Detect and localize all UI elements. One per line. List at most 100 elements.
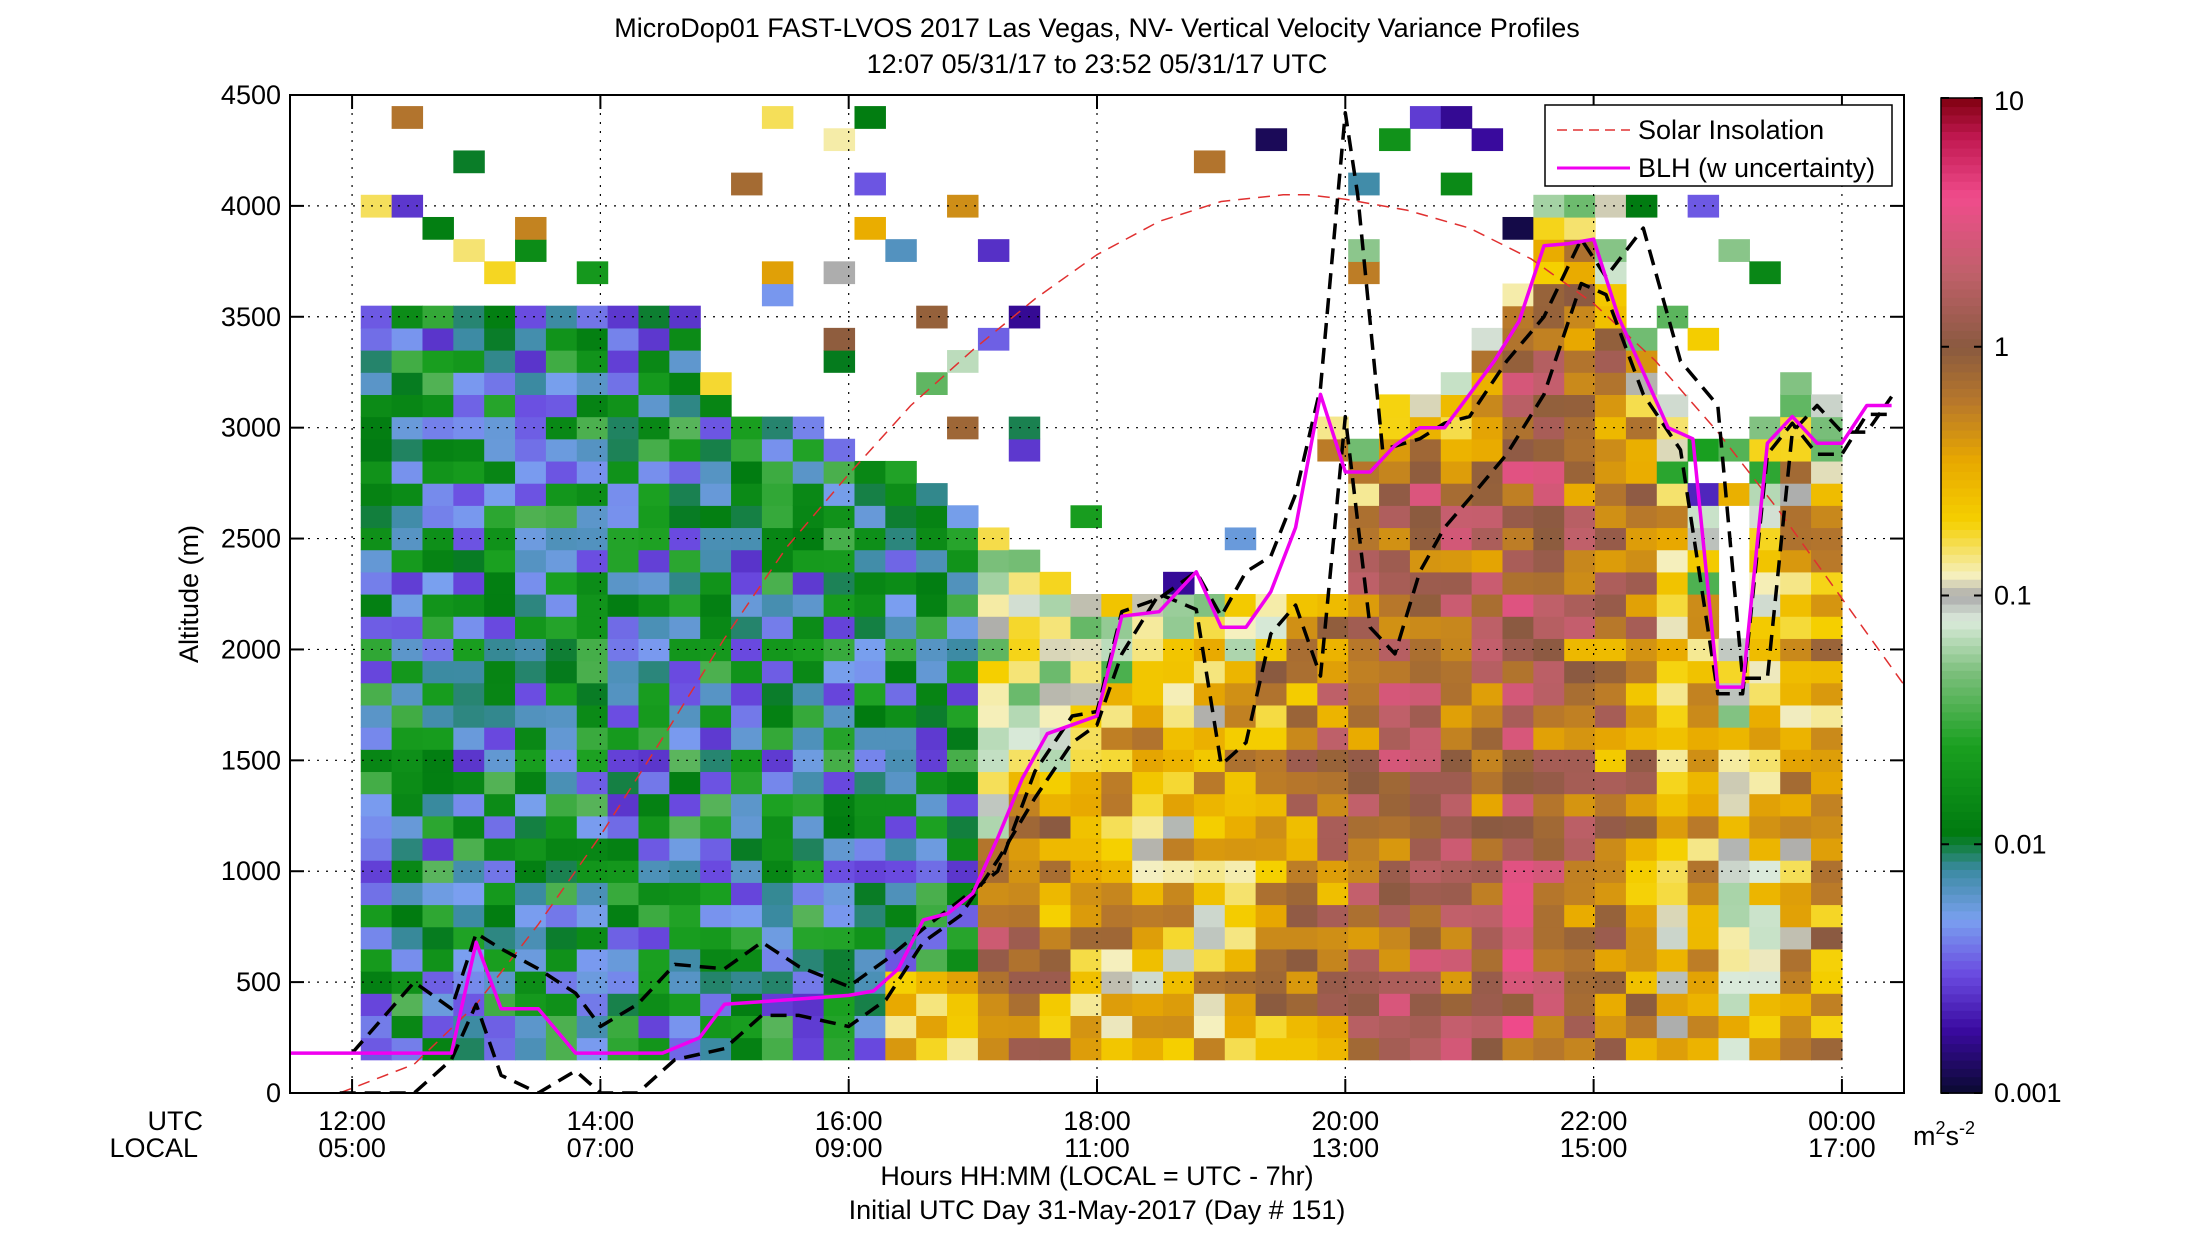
heatmap-cell — [1625, 793, 1658, 817]
heatmap-cell — [1595, 438, 1627, 462]
colorbar-segment — [1941, 1076, 1982, 1086]
heatmap-cell — [1193, 771, 1226, 795]
heatmap-cell — [1811, 616, 1843, 639]
heatmap-cell — [1718, 239, 1750, 262]
heatmap-cell — [1687, 1037, 1720, 1061]
colorbar-segment — [1941, 753, 1982, 763]
heatmap-cell — [484, 571, 516, 595]
heatmap-cell — [576, 926, 609, 950]
colorbar-segment — [1941, 595, 1982, 605]
heatmap-cell — [1286, 860, 1318, 883]
heatmap-cell — [1008, 993, 1041, 1016]
heatmap-cell — [1564, 860, 1596, 883]
heatmap-cell — [638, 948, 670, 972]
heatmap-cell — [669, 749, 701, 773]
heatmap-cell — [607, 904, 640, 928]
heatmap-cell — [1070, 727, 1102, 750]
heatmap-cell — [1379, 460, 1411, 484]
heatmap-cell — [731, 749, 763, 773]
heatmap-cell — [1749, 904, 1781, 928]
colorbar-segment — [1941, 686, 1982, 696]
heatmap-cell — [1502, 704, 1534, 728]
colorbar-segment — [1941, 927, 1982, 937]
heatmap-cell — [731, 1037, 763, 1061]
heatmap-cell — [484, 749, 516, 773]
colorbar-segment — [1941, 437, 1982, 448]
heatmap-cell — [1132, 1037, 1164, 1061]
heatmap-cell — [1379, 882, 1411, 906]
heatmap-cell — [761, 483, 794, 506]
colorbar-segment — [1941, 1068, 1982, 1078]
heatmap-cell — [1070, 815, 1102, 839]
heatmap-cell — [1193, 682, 1226, 706]
heatmap-cell — [916, 971, 948, 994]
heatmap-cell — [638, 837, 670, 861]
colorbar-segment — [1941, 446, 1982, 456]
heatmap-cell — [792, 505, 825, 529]
heatmap-cell — [1193, 1037, 1226, 1061]
heatmap-cell — [1780, 638, 1812, 662]
colorbar-segment — [1941, 280, 1982, 290]
heatmap-cell — [1348, 505, 1380, 529]
heatmap-cell — [947, 638, 979, 662]
heatmap-cell — [1564, 216, 1596, 240]
heatmap-cell — [700, 660, 732, 684]
colorbar-segment — [1941, 844, 1982, 854]
heatmap-cell — [885, 594, 917, 617]
heatmap-cell — [1471, 327, 1504, 351]
heatmap-cell — [453, 993, 485, 1016]
heatmap-cell — [638, 682, 670, 706]
heatmap-cell — [669, 904, 701, 928]
heatmap-cell — [1533, 1037, 1565, 1061]
heatmap-cell — [607, 571, 640, 595]
heatmap-cell — [1471, 837, 1504, 861]
colorbar-segment — [1941, 238, 1982, 249]
colorbar-segment — [1941, 554, 1982, 564]
heatmap-cell — [422, 1015, 454, 1039]
heatmap-cell — [1749, 483, 1781, 506]
heatmap-cell — [422, 727, 454, 750]
heatmap-cell — [1595, 616, 1627, 639]
heatmap-cell — [977, 660, 1010, 684]
heatmap-cell — [576, 416, 609, 440]
heatmap-cell — [391, 571, 424, 595]
heatmap-cell — [576, 594, 609, 617]
heatmap-cell — [1163, 793, 1195, 817]
heatmap-cell — [1625, 904, 1658, 928]
heatmap-cell — [515, 638, 547, 662]
heatmap-cell — [854, 571, 886, 595]
heatmap-cell — [545, 438, 578, 462]
heatmap-cell — [1132, 948, 1164, 972]
heatmap-cell — [515, 793, 547, 817]
heatmap-cell — [1348, 793, 1380, 817]
heatmap-cell — [1656, 682, 1689, 706]
heatmap-cell — [947, 860, 979, 883]
heatmap-cell — [1780, 394, 1812, 418]
heatmap-cell — [1317, 660, 1349, 684]
heatmap-cell — [669, 638, 701, 662]
heatmap-cell — [700, 860, 732, 883]
heatmap-cell — [1101, 904, 1133, 928]
heatmap-cell — [453, 438, 485, 462]
heatmap-cell — [1379, 815, 1411, 839]
heatmap-cell — [823, 793, 856, 817]
x-tick-label-utc: 00:00 — [1808, 1106, 1876, 1136]
heatmap-cell — [545, 882, 578, 906]
heatmap-cell — [360, 594, 393, 617]
heatmap-cell — [947, 527, 979, 551]
heatmap-cell — [453, 1037, 485, 1061]
heatmap-cell — [1379, 483, 1411, 506]
heatmap-cell — [1440, 1037, 1473, 1061]
x-tick-label-utc: 16:00 — [815, 1106, 883, 1136]
heatmap-cell — [1348, 682, 1380, 706]
heatmap-cell — [1533, 771, 1565, 795]
heatmap-cell — [1471, 727, 1504, 750]
heatmap-cell — [1718, 904, 1750, 928]
heatmap-cell — [545, 483, 578, 506]
heatmap-cell — [1749, 727, 1781, 750]
heatmap-cell — [1811, 394, 1843, 418]
heatmap-cell — [422, 416, 454, 440]
heatmap-cell — [576, 571, 609, 595]
heatmap-cell — [792, 704, 825, 728]
heatmap-cell — [1749, 261, 1781, 285]
